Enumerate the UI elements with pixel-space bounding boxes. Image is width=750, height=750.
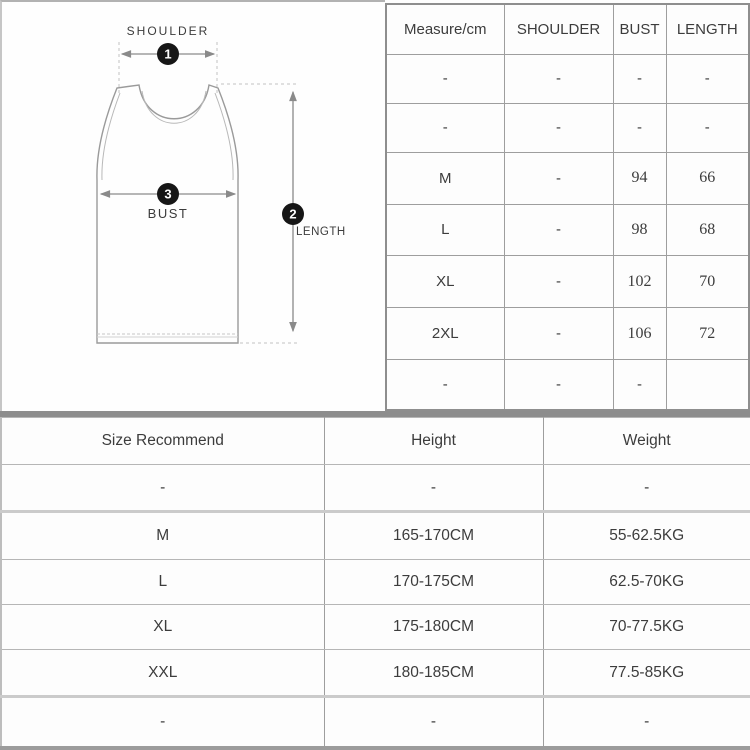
marker-circle-1	[157, 43, 179, 65]
table-row: XL - 102 70	[385, 255, 750, 309]
table-cell: L	[0, 558, 325, 605]
table-cell: XL	[0, 603, 325, 651]
table-row: - - -	[0, 696, 750, 749]
table-cell: -	[0, 463, 325, 514]
table-cell: 102	[612, 255, 667, 309]
table-cell: L	[385, 203, 505, 257]
measure-header-cell: SHOULDER	[503, 3, 614, 55]
table-row: M - 94 66	[385, 151, 750, 205]
tank-top-measurement-diagram: SHOULDER 1 3 BUST 2 LENGTH	[96, 24, 346, 344]
table-cell: -	[612, 359, 667, 411]
table-row: L 170-175CM 62.5-70KG	[0, 558, 750, 605]
table-cell: -	[503, 359, 614, 411]
table-cell: 77.5-85KG	[542, 648, 750, 699]
garment-diagram-panel: SHOULDER 1 3 BUST 2 LENGTH	[0, 0, 385, 411]
bust-dimension: 3 BUST	[99, 183, 237, 221]
measure-header-cell: BUST	[612, 3, 667, 55]
table-row: XL 175-180CM 70-77.5KG	[0, 603, 750, 651]
table-cell: 175-180CM	[323, 603, 544, 651]
recommend-header-row: Size Recommend Height Weight	[0, 417, 750, 465]
table-row: - - - -	[385, 53, 750, 104]
marker-number-3: 3	[164, 187, 171, 202]
size-recommend-table: Size Recommend Height Weight - - - M 165…	[0, 417, 750, 750]
table-cell: 98	[612, 203, 667, 257]
table-cell: -	[385, 102, 505, 153]
measure-header-cell: LENGTH	[665, 3, 750, 55]
table-cell: -	[665, 102, 750, 153]
table-cell: M	[0, 511, 325, 560]
neckline-trim	[141, 90, 207, 124]
table-cell: 72	[665, 307, 750, 360]
table-row: - - -	[385, 359, 750, 411]
table-cell: -	[542, 696, 750, 749]
marker-number-1: 1	[164, 47, 171, 62]
table-cell: -	[665, 53, 750, 104]
bust-label: BUST	[148, 206, 189, 221]
shoulder-label: SHOULDER	[127, 24, 210, 38]
table-row: 2XL - 106 72	[385, 307, 750, 360]
table-cell	[665, 359, 750, 411]
armhole-trim-left	[101, 92, 121, 181]
table-cell: 70	[665, 255, 750, 309]
table-cell: 170-175CM	[323, 558, 544, 605]
table-cell: -	[542, 463, 750, 514]
table-cell: -	[385, 359, 505, 411]
top-section: SHOULDER 1 3 BUST 2 LENGTH	[0, 0, 750, 411]
table-cell: 106	[612, 307, 667, 360]
section-divider	[0, 411, 750, 417]
table-cell: 66	[665, 151, 750, 205]
recommend-header-cell: Size Recommend	[0, 417, 325, 465]
table-cell: -	[385, 53, 505, 104]
table-cell: -	[612, 102, 667, 153]
table-cell: 55-62.5KG	[542, 511, 750, 560]
marker-circle-2	[282, 203, 304, 225]
length-dimension: 2 LENGTH	[282, 90, 346, 333]
table-cell: -	[503, 102, 614, 153]
shoulder-dimension: SHOULDER 1	[120, 24, 216, 65]
table-row: L - 98 68	[385, 203, 750, 257]
marker-circle-3	[157, 183, 179, 205]
table-cell: -	[503, 53, 614, 104]
table-cell: -	[323, 463, 544, 514]
table-cell: 165-170CM	[323, 511, 544, 560]
table-cell: 68	[665, 203, 750, 257]
table-cell: -	[0, 696, 325, 749]
table-cell: XXL	[0, 648, 325, 699]
table-cell: XL	[385, 255, 505, 309]
table-cell: -	[503, 203, 614, 257]
table-row: - - - -	[385, 102, 750, 153]
armhole-trim-right	[214, 92, 234, 181]
table-cell: 70-77.5KG	[542, 603, 750, 651]
measure-table: Measure/cm SHOULDER BUST LENGTH - - - - …	[385, 3, 750, 411]
table-cell: -	[323, 696, 544, 749]
table-cell: 94	[612, 151, 667, 205]
table-cell: -	[503, 307, 614, 360]
table-cell: 180-185CM	[323, 648, 544, 699]
table-cell: -	[503, 151, 614, 205]
length-label: LENGTH	[296, 226, 346, 238]
table-cell: -	[612, 53, 667, 104]
measure-header-row: Measure/cm SHOULDER BUST LENGTH	[385, 3, 750, 55]
table-cell: 2XL	[385, 307, 505, 360]
table-cell: M	[385, 151, 505, 205]
table-row: M 165-170CM 55-62.5KG	[0, 511, 750, 560]
table-row: XXL 180-185CM 77.5-85KG	[0, 648, 750, 699]
table-row: - - -	[0, 463, 750, 514]
marker-number-2: 2	[289, 207, 296, 222]
construction-lines	[118, 42, 298, 344]
measure-header-cell: Measure/cm	[385, 3, 505, 55]
tank-top-outline	[96, 84, 239, 344]
table-cell: -	[503, 255, 614, 309]
recommend-header-cell: Height	[323, 417, 544, 465]
measure-table-wrap: Measure/cm SHOULDER BUST LENGTH - - - - …	[385, 0, 750, 411]
recommend-header-cell: Weight	[542, 417, 750, 465]
tank-top-body	[96, 84, 239, 344]
table-cell: 62.5-70KG	[542, 558, 750, 605]
